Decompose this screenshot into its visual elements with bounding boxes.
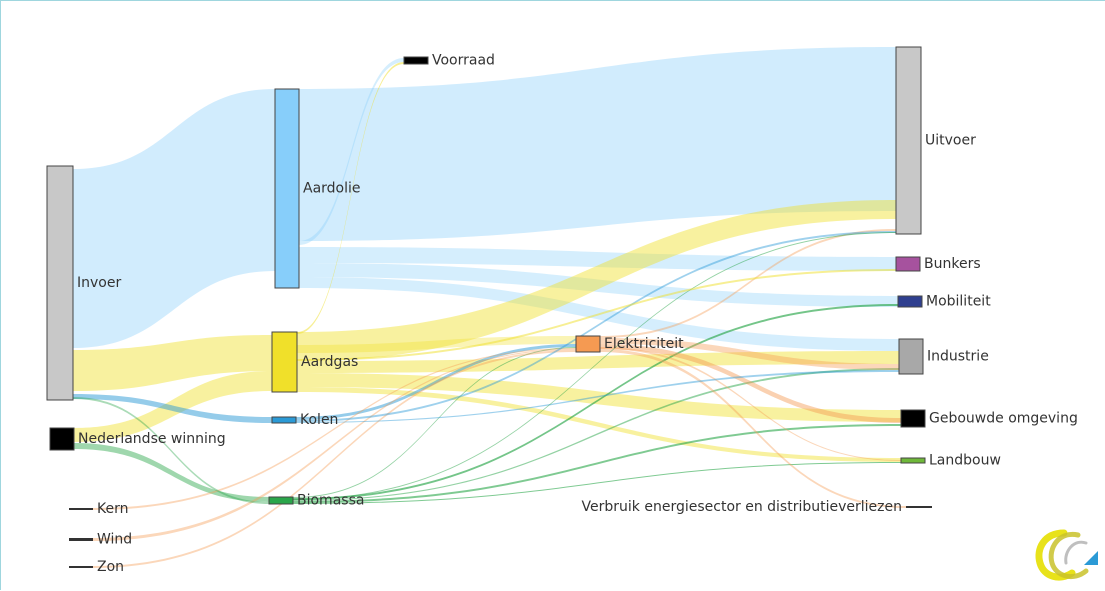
node-label-kolen: Kolen <box>300 412 338 428</box>
node-label-aardgas: Aardgas <box>301 354 358 370</box>
flow-link-31 <box>296 231 896 422</box>
logo-icon <box>1035 529 1098 581</box>
node-nl[interactable] <box>49 427 75 451</box>
flow-link-23 <box>93 348 576 510</box>
node-label-kern: Kern <box>97 501 128 517</box>
sankey-nodes <box>46 46 932 568</box>
node-label-nl: Nederlandse winning <box>78 431 226 447</box>
node-aardolie[interactable] <box>274 88 300 289</box>
flow-link-16 <box>296 344 576 420</box>
node-label-mobiliteit: Mobiliteit <box>926 294 991 310</box>
flow-link-4 <box>299 247 896 271</box>
node-aardgas[interactable] <box>271 331 298 393</box>
flow-link-34 <box>293 232 896 500</box>
flow-link-15 <box>73 394 272 423</box>
node-label-gebouwde: Gebouwde omgeving <box>929 411 1078 427</box>
sankey-labels: Invoer Nederlandse winning Kern Wind Zon Aard… <box>77 53 1078 576</box>
node-label-landbouw: Landbouw <box>929 453 1001 469</box>
flow-link-32 <box>296 370 899 423</box>
flow-link-24 <box>93 349 576 541</box>
flow-link-25 <box>93 350 576 568</box>
flow-link-30 <box>600 347 901 461</box>
node-elektriciteit[interactable] <box>575 335 601 353</box>
flow-link-14 <box>297 62 404 334</box>
node-gebouwde[interactable] <box>900 409 926 428</box>
node-kolen[interactable] <box>271 416 297 424</box>
node-landbouw[interactable] <box>900 457 926 464</box>
flow-link-35 <box>297 269 896 361</box>
flow-link-17 <box>74 443 269 502</box>
flow-link-29 <box>600 349 906 508</box>
flow-link-9 <box>297 200 896 361</box>
node-label-verbruik: Verbruik energiesector en distributiever… <box>582 499 902 515</box>
node-invoer[interactable] <box>46 165 74 401</box>
node-zon[interactable] <box>69 566 93 568</box>
node-label-aardolie: Aardolie <box>303 181 361 197</box>
flow-link-22 <box>293 462 901 504</box>
sankey-links <box>73 47 906 568</box>
node-verbruik[interactable] <box>906 506 932 508</box>
node-industrie[interactable] <box>898 338 924 375</box>
node-mobiliteit[interactable] <box>897 295 923 308</box>
node-label-zon: Zon <box>97 559 124 575</box>
flow-link-10 <box>297 351 899 373</box>
flow-link-13 <box>297 387 901 462</box>
node-wind[interactable] <box>69 538 93 541</box>
flow-link-2 <box>299 47 896 241</box>
flow-link-5 <box>299 263 898 307</box>
node-label-bunkers: Bunkers <box>924 256 981 272</box>
node-label-industrie: Industrie <box>927 349 989 365</box>
flow-link-3 <box>299 58 404 245</box>
node-uitvoer[interactable] <box>895 46 922 235</box>
node-label-elektriciteit: Elektriciteit <box>604 336 684 352</box>
node-label-uitvoer: Uitvoer <box>925 133 976 149</box>
flow-link-11 <box>297 373 901 422</box>
flow-link-28 <box>600 344 901 423</box>
flow-link-33 <box>73 397 269 504</box>
node-label-voorraad: Voorraad <box>432 53 495 69</box>
flow-link-19 <box>293 304 898 500</box>
flow-link-18 <box>293 347 576 498</box>
flow-link-26 <box>600 229 896 338</box>
node-label-wind: Wind <box>97 532 132 548</box>
flow-link-27 <box>600 338 899 370</box>
node-voorraad[interactable] <box>403 56 429 65</box>
flow-link-1 <box>73 89 275 348</box>
flow-link-7 <box>73 335 272 391</box>
node-label-invoer: Invoer <box>77 275 121 291</box>
node-bunkers[interactable] <box>895 256 921 272</box>
flow-link-20 <box>293 368 899 501</box>
node-biomassa[interactable] <box>268 496 294 505</box>
node-label-biomassa: Biomassa <box>297 493 364 509</box>
node-kern[interactable] <box>69 508 93 510</box>
flow-link-21 <box>293 424 901 503</box>
